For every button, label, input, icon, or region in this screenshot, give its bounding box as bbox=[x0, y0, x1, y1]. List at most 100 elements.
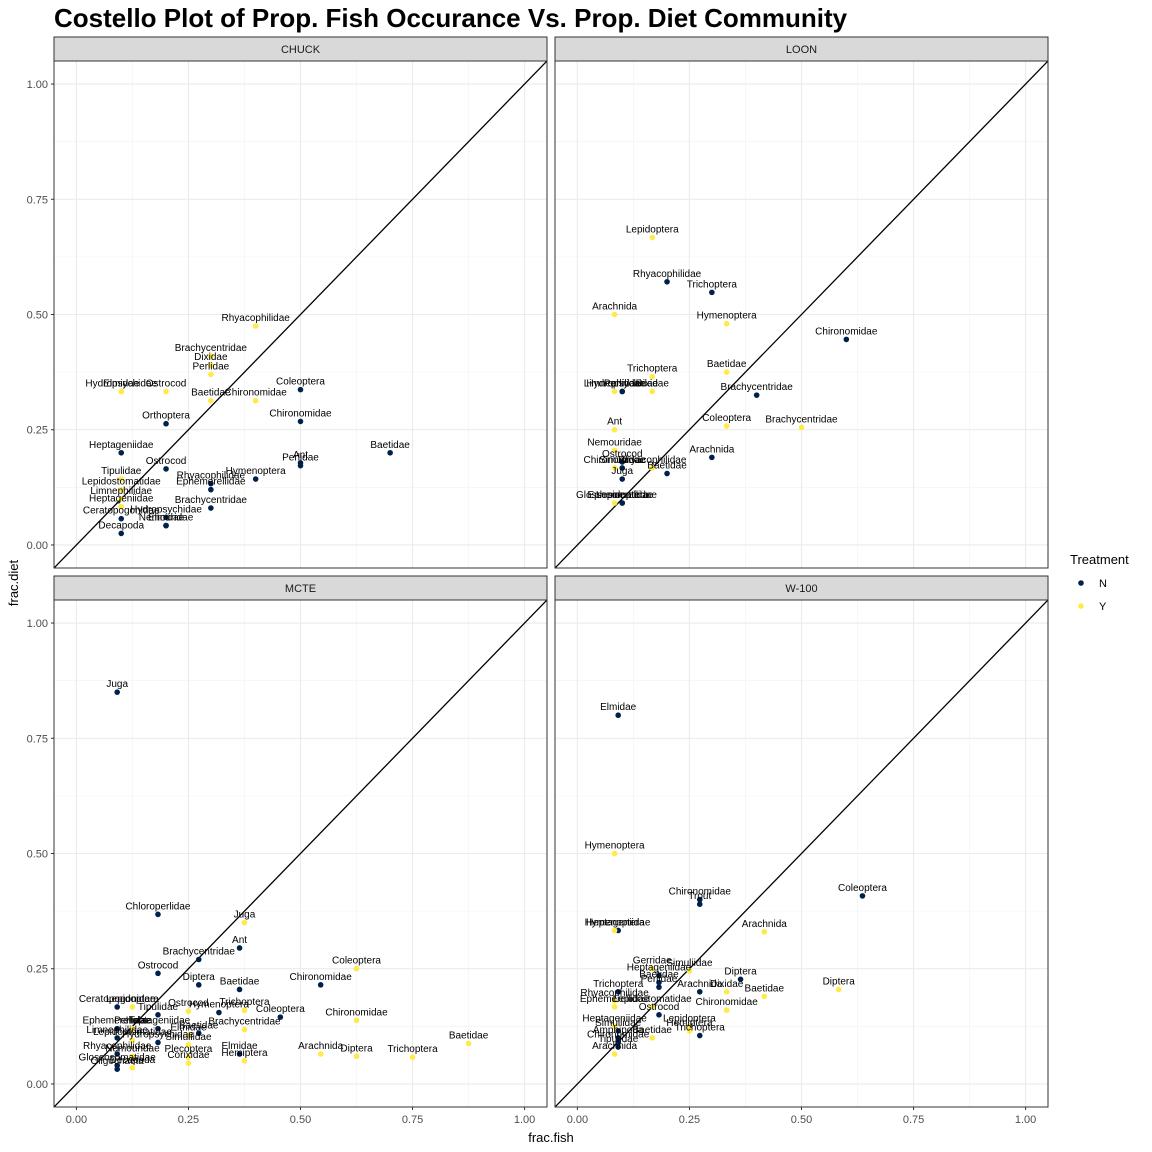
data-point bbox=[409, 1054, 416, 1061]
point-label: Baetidae bbox=[647, 461, 687, 472]
data-point bbox=[615, 712, 621, 719]
data-point bbox=[696, 901, 703, 907]
data-point bbox=[696, 988, 703, 995]
point-label: Baetidae bbox=[633, 1025, 673, 1036]
point-label: Limnephilidae bbox=[90, 486, 152, 497]
point-label: Nemouridae bbox=[139, 513, 194, 524]
data-point bbox=[859, 893, 866, 899]
point-label: Trichoptera bbox=[593, 979, 644, 990]
data-point bbox=[241, 919, 248, 926]
point-label: Trichoptera bbox=[219, 997, 270, 1008]
point-label: Dixidae bbox=[636, 378, 670, 389]
data-point bbox=[241, 1058, 248, 1064]
point-label: Rhyacophilidae bbox=[221, 313, 290, 324]
data-point bbox=[353, 1053, 360, 1060]
x-tick-label: 0.50 bbox=[791, 1114, 812, 1126]
data-point bbox=[118, 503, 125, 510]
x-tick-label: 0.00 bbox=[567, 1114, 588, 1126]
point-label: Hymenoptera bbox=[226, 466, 286, 477]
point-label: Corixidae bbox=[167, 1050, 210, 1061]
point-label: Ostrocod bbox=[168, 998, 209, 1009]
point-label: Elmidae bbox=[221, 1041, 258, 1052]
data-point bbox=[611, 447, 618, 454]
reference-line bbox=[54, 61, 547, 568]
facet-strip bbox=[53, 36, 548, 62]
x-tick-label: 0.75 bbox=[903, 1114, 924, 1126]
point-label: Nemouridae bbox=[105, 1043, 160, 1054]
point-label: Rhyacophilidae bbox=[618, 455, 687, 466]
data-point bbox=[709, 289, 715, 296]
y-tick-label: 1.00 bbox=[27, 618, 48, 630]
point-label: Trout bbox=[688, 891, 711, 902]
point-label: Chironomidae bbox=[669, 887, 732, 898]
point-label: Trichoptera bbox=[627, 364, 678, 375]
point-label: Lepidoptera bbox=[663, 1013, 716, 1024]
data-point bbox=[155, 1025, 161, 1032]
data-point bbox=[155, 911, 161, 918]
point-label: Glossosomatidae bbox=[79, 1053, 157, 1064]
data-point bbox=[129, 1037, 136, 1043]
point-label: Perlidae bbox=[193, 361, 230, 372]
point-label: Diptera bbox=[183, 972, 216, 983]
point-label: Limnephilidae bbox=[86, 1025, 148, 1036]
point-label: Elmidae bbox=[103, 378, 140, 389]
point-label: Oligochaeta bbox=[91, 1056, 145, 1067]
point-label: Coleoptera bbox=[702, 413, 751, 424]
point-label: Heptageniidae bbox=[586, 917, 651, 928]
data-point bbox=[649, 234, 656, 241]
data-point bbox=[317, 982, 324, 988]
point-label: Rhyacophilidae bbox=[580, 988, 649, 999]
data-point bbox=[611, 1004, 618, 1010]
point-label: Chloroperlidae bbox=[125, 901, 190, 912]
point-label: Chironomidae bbox=[225, 388, 288, 399]
point-label: Rhyacophilidae bbox=[83, 1041, 152, 1052]
data-point bbox=[611, 998, 618, 1004]
data-point bbox=[252, 323, 259, 329]
point-label: Gerridae bbox=[633, 956, 672, 967]
data-point bbox=[163, 514, 169, 521]
y-tick-label: 0.50 bbox=[27, 849, 48, 861]
data-point bbox=[761, 929, 768, 935]
data-point bbox=[619, 500, 626, 506]
point-label: Hemiptera bbox=[666, 1018, 713, 1029]
point-label: Tipulidae bbox=[101, 466, 142, 477]
data-point bbox=[114, 689, 120, 695]
data-point bbox=[118, 388, 125, 395]
point-label: Ant bbox=[232, 935, 247, 946]
facet-strip-label: W-100 bbox=[785, 583, 817, 595]
data-point bbox=[353, 965, 360, 972]
point-label: Lepidostomatidae bbox=[613, 994, 692, 1005]
point-label: Lepidostomatidae bbox=[93, 1027, 172, 1038]
data-point bbox=[798, 424, 805, 431]
data-point bbox=[208, 505, 214, 511]
point-label: Coleoptera bbox=[332, 956, 381, 967]
x-tick-label: 1.00 bbox=[1015, 1114, 1036, 1126]
data-point bbox=[195, 982, 202, 988]
point-label: Hymenoptera bbox=[585, 917, 645, 928]
data-point bbox=[611, 388, 618, 395]
reference-line bbox=[54, 600, 547, 1107]
data-point bbox=[297, 418, 304, 425]
panel-mcte: MCTEJugaChloroperlidaeJugaAntBrachycentr… bbox=[27, 575, 548, 1126]
point-label: Simuliidae bbox=[165, 1032, 212, 1043]
point-label: Orthoptera bbox=[142, 411, 190, 422]
point-label: Nemouridae bbox=[587, 437, 642, 448]
point-label: Rhyacophilidae bbox=[633, 269, 702, 280]
point-label: Arachnida bbox=[677, 979, 722, 990]
point-label: Chironomidae bbox=[583, 455, 646, 466]
point-label: Baetidae bbox=[191, 388, 231, 399]
data-point bbox=[118, 449, 125, 456]
point-label: Chironomidae bbox=[290, 972, 353, 983]
point-label: Chironomidae bbox=[325, 1007, 388, 1018]
point-label: Diptera bbox=[823, 976, 856, 987]
x-tick-label: 0.25 bbox=[679, 1114, 700, 1126]
data-point bbox=[118, 496, 125, 502]
data-point bbox=[723, 423, 730, 429]
reference-line bbox=[555, 61, 1048, 568]
point-label: Ephemerellidae bbox=[587, 490, 657, 501]
point-label: Coleoptera bbox=[276, 377, 325, 388]
x-tick-label: 0.00 bbox=[66, 1114, 87, 1126]
point-label: Hymenoptera bbox=[585, 841, 645, 852]
data-point bbox=[163, 420, 169, 427]
point-label: Chironomidae bbox=[587, 1029, 650, 1040]
